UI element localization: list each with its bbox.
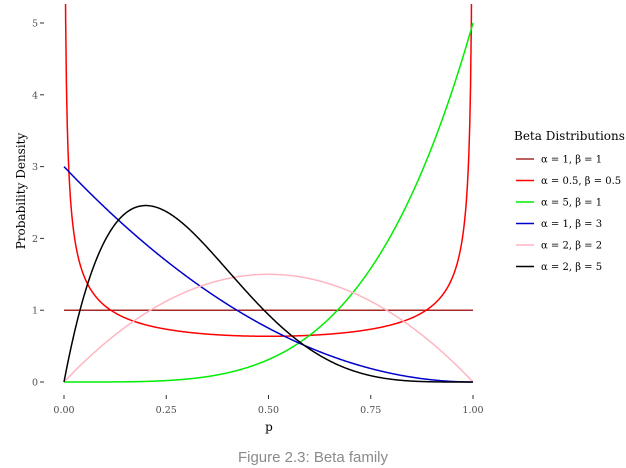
beta-density-chart: 0 1 2 3 4 5 0.00 0.25 0.50 0.75 1.00 p Probability D… xyxy=(14,4,625,435)
series-line-1 xyxy=(64,4,473,338)
series-line-4 xyxy=(63,273,474,383)
density-curves xyxy=(63,4,474,383)
legend-label-3: α = 1, β = 3 xyxy=(541,219,602,230)
legend: Beta Distributions α = 1, β = 1 α = 0.5, β… xyxy=(514,129,625,273)
legend-title: Beta Distributions xyxy=(514,129,625,143)
figure-caption: Figure 2.3: Beta family xyxy=(237,449,389,466)
y-tick-label: 3 xyxy=(32,162,38,173)
x-tick-label: 0.75 xyxy=(360,405,381,416)
legend-label-0: α = 1, β = 1 xyxy=(541,155,602,166)
x-tick-label: 0.00 xyxy=(53,405,74,416)
y-tick-label: 1 xyxy=(32,306,38,317)
legend-label-1: α = 0.5, β = 0.5 xyxy=(541,176,621,187)
y-tick-label: 0 xyxy=(32,378,38,389)
x-tick-label: 0.25 xyxy=(156,405,177,416)
x-axis-title: p xyxy=(265,420,273,434)
y-axis-title: Probability Density xyxy=(14,133,28,250)
x-tick-label: 0.50 xyxy=(258,405,279,416)
legend-label-5: α = 2, β = 5 xyxy=(541,262,602,273)
axes: 0 1 2 3 4 5 0.00 0.25 0.50 0.75 1.00 p Probability D… xyxy=(14,19,484,435)
legend-label-2: α = 5, β = 1 xyxy=(541,198,602,209)
series-line-5 xyxy=(63,204,473,383)
series-line-3 xyxy=(63,166,473,383)
x-tick-label: 1.00 xyxy=(462,405,483,416)
y-tick-label: 2 xyxy=(32,234,38,245)
series-line-2 xyxy=(64,22,474,383)
legend-label-4: α = 2, β = 2 xyxy=(541,241,602,252)
y-tick-label: 5 xyxy=(32,19,38,30)
y-tick-label: 4 xyxy=(32,90,38,101)
